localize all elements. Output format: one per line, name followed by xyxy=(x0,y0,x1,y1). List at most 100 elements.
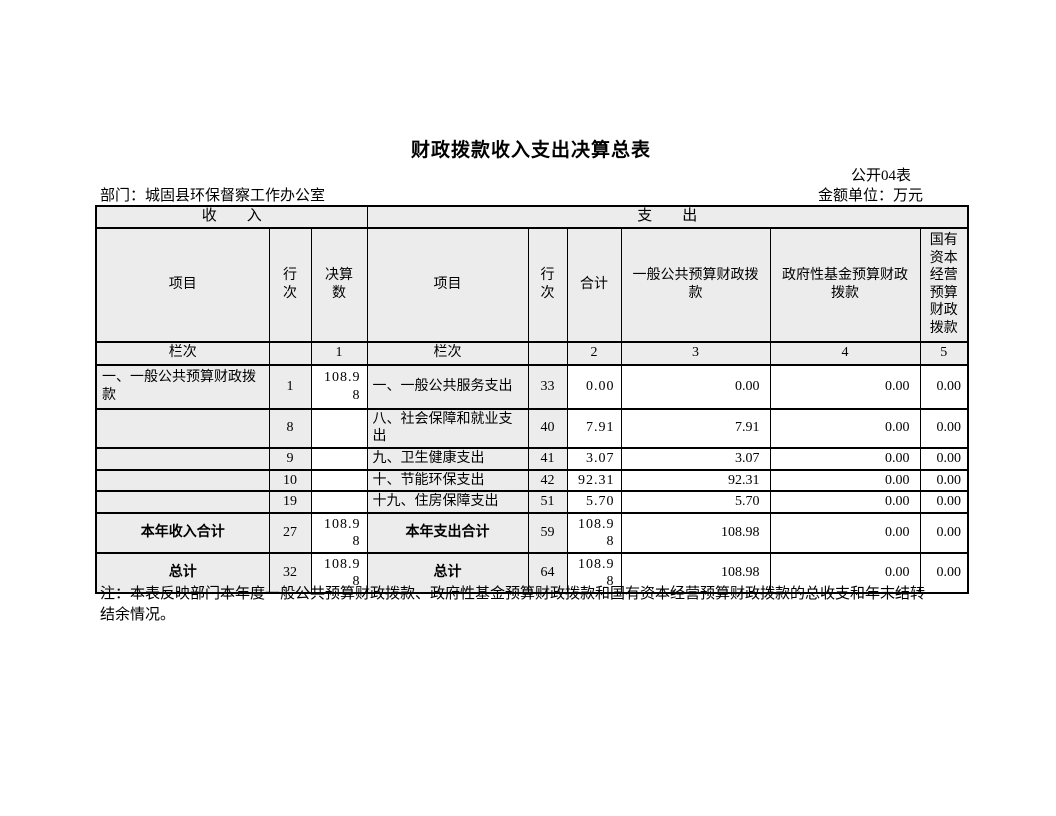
section-header-row: 收 入 支 出 xyxy=(95,205,969,229)
cell-expense-total: 92.31 xyxy=(566,468,622,492)
cell-state-capital: 0.00 xyxy=(919,490,969,514)
cell-expense-item: 总计 xyxy=(366,552,529,594)
unit-label: 金额单位：万元 xyxy=(817,188,923,204)
cell-income-amount xyxy=(310,446,368,471)
cell-general-budget: 3.07 xyxy=(620,446,771,471)
footnote: 注：本表反映部门本年度一般公共预算财政拨款、政府性基金预算财政拨款和国有资本经营… xyxy=(100,584,960,626)
cell-income-amount xyxy=(310,490,368,514)
col-header-expense-row-no: 行次 xyxy=(527,226,568,343)
table-row: 8 八、社会保障和就业支出 40 7.91 7.91 0.00 0.00 xyxy=(95,407,969,449)
cell-expense-line: 41 xyxy=(527,446,568,471)
col-header-income-amount: 决算数 xyxy=(310,226,368,343)
index-expense-row-no xyxy=(527,340,568,366)
cell-gov-fund: 0.00 xyxy=(769,407,921,449)
income-total-row: 本年收入合计 27 108.98 本年支出合计 59 108.98 108.98… xyxy=(95,512,969,554)
cell-state-capital: 0.00 xyxy=(919,468,969,492)
col-header-general-budget: 一般公共预算财政拨款 xyxy=(620,226,771,343)
footnote-line: 结余情况。 xyxy=(100,607,176,623)
col-header-gov-fund: 政府性基金预算财政拨款 xyxy=(769,226,921,343)
cell-general-budget: 7.91 xyxy=(620,407,771,449)
cell-expense-line: 51 xyxy=(527,490,568,514)
cell-income-line: 10 xyxy=(268,468,312,492)
cell-income-line: 1 xyxy=(268,363,312,410)
cell-expense-line: 40 xyxy=(527,407,568,449)
cell-income-amount xyxy=(310,407,368,449)
cell-state-capital: 0.00 xyxy=(919,512,969,554)
cell-income-line: 19 xyxy=(268,490,312,514)
table-row: 19 十九、住房保障支出 51 5.70 5.70 0.00 0.00 xyxy=(95,490,969,514)
col-header-income-item: 项目 xyxy=(95,226,270,343)
cell-expense-total: 3.07 xyxy=(566,446,622,471)
cell-expense-total: 108.98 xyxy=(566,552,622,594)
cell-income-line: 27 xyxy=(268,512,312,554)
index-income-row-no xyxy=(268,340,312,366)
cell-gov-fund: 0.00 xyxy=(769,490,921,514)
col-header-expense-item: 项目 xyxy=(366,226,529,343)
cell-income-amount xyxy=(310,468,368,492)
cell-state-capital: 0.00 xyxy=(919,552,969,594)
cell-state-capital: 0.00 xyxy=(919,363,969,410)
col-header-income-row-no: 行次 xyxy=(268,226,312,343)
cell-income-item xyxy=(95,407,270,449)
index-gov-fund: 4 xyxy=(769,340,921,366)
cell-gov-fund: 0.00 xyxy=(769,446,921,471)
index-state-capital: 5 xyxy=(919,340,969,366)
cell-income-amount: 108.98 xyxy=(310,363,368,410)
cell-gov-fund: 0.00 xyxy=(769,468,921,492)
income-section-header: 收 入 xyxy=(95,205,368,229)
cell-income-item xyxy=(95,490,270,514)
column-index-row: 栏次 1 栏次 2 3 4 5 xyxy=(95,340,969,366)
column-header-row: 项目 行次 决算数 项目 行次 合计 一般公共预算财政拨款 政府性基金预算财政拨… xyxy=(95,226,969,343)
cell-expense-total: 5.70 xyxy=(566,490,622,514)
cell-general-budget: 108.98 xyxy=(620,512,771,554)
col-header-state-capital: 国有资本经营预算财政拨款 xyxy=(919,226,969,343)
cell-expense-item: 十九、住房保障支出 xyxy=(366,490,529,514)
cell-expense-item: 九、卫生健康支出 xyxy=(366,446,529,471)
cell-income-item: 一、一般公共预算财政拨款 xyxy=(95,363,270,410)
table-row: 一、一般公共预算财政拨款 1 108.98 一、一般公共服务支出 33 0.00… xyxy=(95,363,969,410)
cell-expense-item: 八、社会保障和就业支出 xyxy=(366,407,529,449)
cell-expense-line: 59 xyxy=(527,512,568,554)
cell-general-budget: 5.70 xyxy=(620,490,771,514)
cell-expense-item: 一、一般公共服务支出 xyxy=(366,363,529,410)
cell-gov-fund: 0.00 xyxy=(769,512,921,554)
cell-expense-total: 7.91 xyxy=(566,407,622,449)
cell-income-line: 9 xyxy=(268,446,312,471)
cell-income-amount: 108.98 xyxy=(310,552,368,594)
index-income-amount: 1 xyxy=(310,340,368,366)
grand-total-row: 总计 32 108.98 总计 64 108.98 108.98 0.00 0.… xyxy=(95,552,969,594)
page-title: 财政拨款收入支出决算总表 xyxy=(410,140,651,161)
doc-number-label: 公开04表 xyxy=(850,168,911,184)
cell-expense-line: 42 xyxy=(527,468,568,492)
cell-income-item xyxy=(95,446,270,471)
table-row: 9 九、卫生健康支出 41 3.07 3.07 0.00 0.00 xyxy=(95,446,969,471)
index-general-budget: 3 xyxy=(620,340,771,366)
cell-general-budget: 92.31 xyxy=(620,468,771,492)
cell-expense-line: 33 xyxy=(527,363,568,410)
cell-expense-item: 本年支出合计 xyxy=(366,512,529,554)
cell-income-item xyxy=(95,468,270,492)
index-expense-total: 2 xyxy=(566,340,622,366)
cell-state-capital: 0.00 xyxy=(919,446,969,471)
table-row: 10 十、节能环保支出 42 92.31 92.31 0.00 0.00 xyxy=(95,468,969,492)
meta-row: 部门：城固县环保督察工作办公室 金额单位：万元 xyxy=(95,184,967,205)
cell-expense-total: 0.00 xyxy=(566,363,622,410)
cell-gov-fund: 0.00 xyxy=(769,363,921,410)
index-expense-label: 栏次 xyxy=(366,340,529,366)
cell-general-budget: 0.00 xyxy=(620,363,771,410)
expense-section-header: 支 出 xyxy=(366,205,969,229)
cell-income-amount: 108.98 xyxy=(310,512,368,554)
cell-gov-fund: 0.00 xyxy=(769,552,921,594)
index-income-label: 栏次 xyxy=(95,340,270,366)
cell-expense-line: 64 xyxy=(527,552,568,594)
cell-income-line: 32 xyxy=(268,552,312,594)
cell-expense-item: 十、节能环保支出 xyxy=(366,468,529,492)
cell-income-line: 8 xyxy=(268,407,312,449)
footnote-line: 注：本表反映部门本年度一般公共预算财政拨款、政府性基金预算财政拨款和国有资本经营… xyxy=(100,586,926,602)
department-label: 部门：城固县环保督察工作办公室 xyxy=(100,188,326,204)
fiscal-appropriation-table: 收 入 支 出 项目 行次 决算数 项目 行次 合计 一般公共预算财政拨款 政府… xyxy=(95,205,970,594)
cell-income-item: 总计 xyxy=(95,552,270,594)
cell-expense-total: 108.98 xyxy=(566,512,622,554)
col-header-expense-total: 合计 xyxy=(566,226,622,343)
